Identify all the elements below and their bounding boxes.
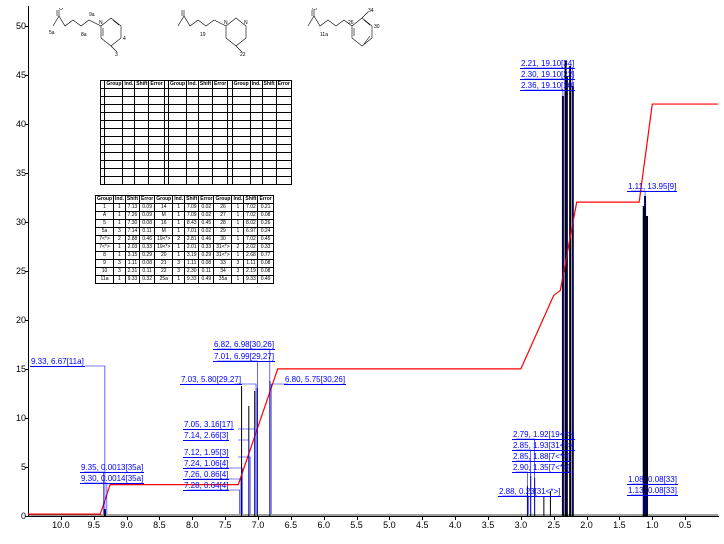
x-tick-label: 0.5 [679, 520, 692, 530]
structure-panel: 5a O 8a 9a N 3 4 N N 19 22 [45, 8, 405, 58]
peak-annotation: 9.35, 0.0013[35a] [80, 463, 144, 473]
svg-text:N: N [244, 20, 248, 26]
x-tick-label: 3.0 [515, 520, 528, 530]
shift-table-upper: GroupInd.ShiftErrorGroupInd.ShiftErrorGr… [100, 80, 292, 185]
peak-annotation: 2.79, 1.92[19<*>] [512, 430, 575, 440]
x-tick-label: 2.0 [580, 520, 593, 530]
peak-annotation: 7.05, 3.16[17] [183, 420, 234, 430]
peak-annotation: 2.21, 19.10[34] [520, 59, 575, 69]
svg-text:9a: 9a [89, 12, 95, 18]
x-tick-label: 1.0 [646, 520, 659, 530]
nmr-spectrum-chart: 05101520253035404550 10.09.59.08.58.07.5… [0, 0, 724, 544]
peak-annotation: 9.33, 6.67[11a] [30, 357, 85, 367]
x-tick-label: 5.0 [383, 520, 396, 530]
peak-annotation: 7.12, 1.95[3] [183, 448, 229, 458]
x-tick-label: 5.5 [350, 520, 363, 530]
peak-annotation: 2.36, 19.10[10] [520, 81, 575, 91]
svg-text:N: N [224, 20, 228, 26]
svg-text:O: O [59, 8, 63, 12]
svg-text:4: 4 [123, 36, 126, 42]
x-tick-label: 2.5 [547, 520, 560, 530]
x-tick-label: 9.0 [120, 520, 133, 530]
peak-annotation: 6.82, 6.98[30,26] [213, 340, 275, 350]
x-tick-label: 9.5 [87, 520, 100, 530]
x-tick-label: 7.0 [252, 520, 265, 530]
shift-table-lower: GroupInd.ShiftErrorGroupInd.ShiftErrorGr… [95, 195, 274, 284]
peak-annotation: 7.01, 6.99[29,27] [213, 352, 275, 362]
peak-annotation: 7.14, 2.66[3] [183, 431, 229, 441]
svg-text:30: 30 [374, 24, 380, 30]
peak-annotation: 1.13, 0.08[33] [627, 486, 678, 496]
x-tick-label: 4.5 [416, 520, 429, 530]
peak-annotation: 1.08, 0.08[33] [627, 475, 678, 485]
peak-annotation: 7.26, 0.86[4] [183, 470, 229, 480]
peak-annotation: 2.90, 1.35[7<*>] [512, 463, 571, 473]
peak-annotation: 9.30, 0.0014[35a] [80, 474, 144, 484]
peak-annotation: 2.30, 19.10[22] [520, 70, 575, 80]
x-tick-label: 8.5 [153, 520, 166, 530]
x-tick-label: 6.5 [285, 520, 298, 530]
x-tick-label: 7.5 [219, 520, 232, 530]
x-tick-label: 6.0 [317, 520, 330, 530]
svg-text:19: 19 [200, 32, 206, 38]
svg-text:26: 26 [348, 20, 354, 26]
svg-text:3: 3 [115, 52, 118, 58]
svg-text:N: N [99, 20, 103, 26]
svg-text:8a: 8a [81, 32, 87, 38]
x-tick-label: 10.0 [52, 520, 70, 530]
x-tick-label: 3.5 [482, 520, 495, 530]
x-tick-label: 4.0 [449, 520, 462, 530]
svg-text:11a: 11a [320, 32, 328, 38]
peak-annotation: 7.03, 5.80[29,27] [180, 375, 242, 385]
peak-annotation: 2.88, 0.23[31<*>] [498, 487, 561, 497]
peak-annotation: 2.85, 1.88[7<*>] [512, 452, 571, 462]
peak-annotation: 1.11, 13.95[9] [627, 182, 677, 192]
svg-text:Cl: Cl [312, 8, 317, 12]
peak-annotation: 6.80, 5.75[30,26] [284, 375, 346, 385]
peak-annotation: 2.85, 1.93[31<*>] [512, 441, 575, 451]
svg-text:22: 22 [240, 52, 246, 58]
x-tick-label: 8.0 [186, 520, 199, 530]
peak-annotation: 7.28, 0.64[4] [183, 481, 229, 491]
molecule-drawings: 5a O 8a 9a N 3 4 N N 19 22 [45, 8, 405, 62]
x-tick-label: 1.5 [613, 520, 626, 530]
svg-text:34: 34 [368, 8, 374, 14]
svg-text:5a: 5a [49, 30, 55, 36]
peak-annotation: 7.24, 1.06[4] [183, 459, 229, 469]
